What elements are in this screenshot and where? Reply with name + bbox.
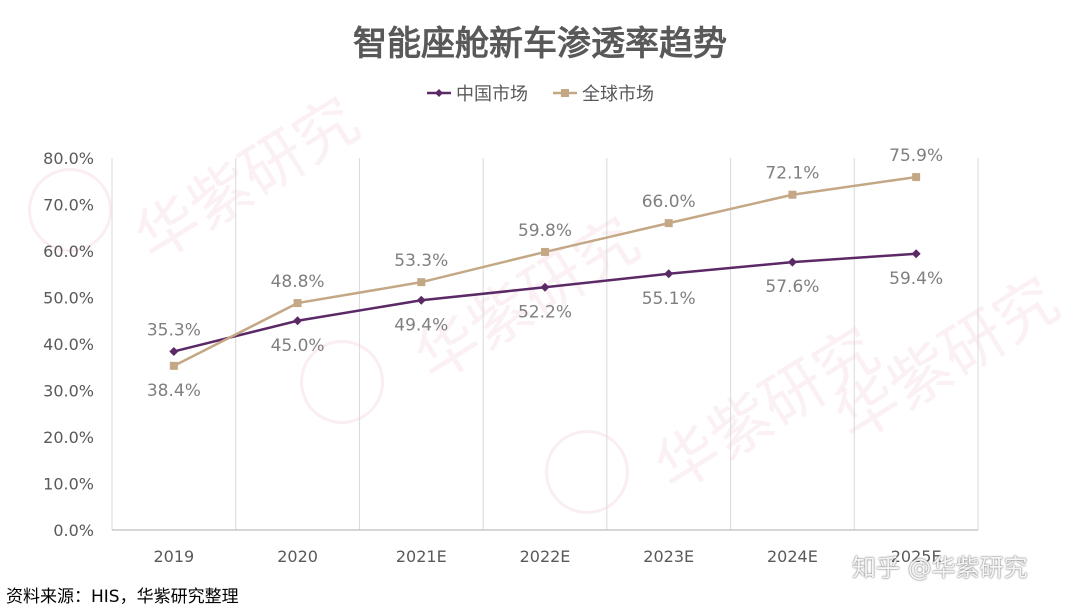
data-label-0: 52.2% [518, 302, 572, 322]
data-point-1 [169, 361, 178, 370]
x-tick-label: 2021E [396, 547, 447, 566]
legend-swatch-china [427, 89, 451, 97]
legend-item-china: 中国市场 [426, 80, 528, 106]
y-tick-label: 50.0% [43, 289, 94, 308]
data-label-1: 59.8% [518, 221, 572, 241]
x-tick-label: 2020 [277, 547, 318, 566]
legend: 中国市场 全球市场 [0, 80, 1080, 106]
credit-watermark: 知乎 @华紫研究 [852, 554, 1028, 582]
legend-label-china: 中国市场 [456, 84, 528, 105]
data-point-1 [912, 173, 921, 182]
y-tick-label: 10.0% [43, 475, 94, 494]
data-point-0 [540, 282, 550, 292]
data-label-1: 66.0% [642, 192, 696, 212]
data-point-0 [293, 316, 303, 326]
data-point-1 [541, 247, 549, 256]
watermark-logo [545, 430, 629, 514]
watermark-logo [28, 168, 112, 252]
y-tick-label: 30.0% [43, 382, 94, 401]
x-tick-label: 2023E [643, 547, 694, 566]
legend-label-global: 全球市场 [582, 84, 654, 105]
y-tick-label: 20.0% [43, 428, 94, 447]
data-point-0 [787, 257, 797, 267]
data-point-1 [417, 278, 426, 287]
data-label-1: 75.9% [889, 146, 943, 166]
source-note: 资料来源：HIS，华紫研究整理 [6, 587, 239, 607]
x-tick-label: 2019 [153, 547, 194, 566]
data-label-1: 38.4% [147, 381, 201, 401]
data-point-0 [664, 269, 674, 279]
data-label-1: 48.8% [271, 272, 325, 292]
y-tick-label: 70.0% [43, 196, 94, 215]
data-label-1: 72.1% [765, 164, 819, 184]
x-tick-label: 2024E [767, 547, 818, 566]
data-label-0: 59.4% [889, 269, 943, 289]
data-label-1: 53.3% [394, 251, 448, 271]
watermark-logo [300, 340, 384, 424]
data-label-0: 57.6% [765, 277, 819, 297]
legend-item-global: 全球市场 [552, 80, 654, 106]
data-point-1 [293, 299, 302, 308]
data-point-1 [664, 219, 673, 228]
data-point-0 [169, 346, 179, 356]
y-tick-label: 0.0% [53, 521, 94, 540]
data-label-0: 49.4% [394, 315, 448, 335]
data-point-0 [911, 249, 921, 259]
data-label-0: 45.0% [271, 336, 325, 356]
data-label-0: 35.3% [147, 320, 201, 340]
x-tick-label: 2022E [520, 547, 571, 566]
y-tick-label: 60.0% [43, 242, 94, 261]
y-tick-label: 80.0% [43, 149, 94, 168]
data-point-1 [788, 190, 797, 199]
data-point-0 [416, 295, 426, 305]
chart-title: 智能座舱新车渗透率趋势 [353, 24, 727, 64]
y-tick-label: 40.0% [43, 335, 94, 354]
x-tick-label: 2025E [891, 547, 942, 566]
legend-swatch-global [553, 89, 577, 97]
data-label-0: 55.1% [642, 289, 696, 309]
